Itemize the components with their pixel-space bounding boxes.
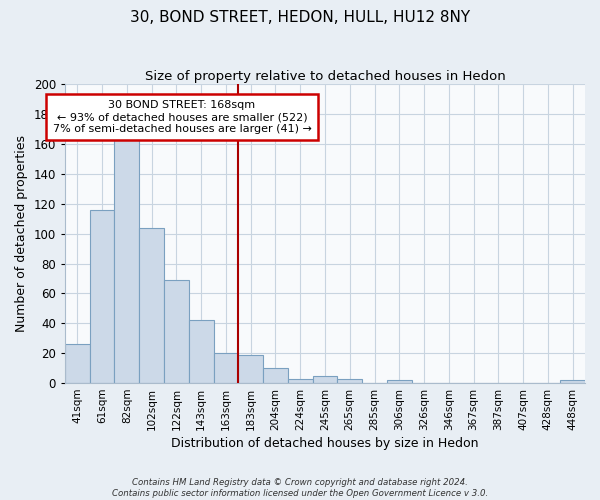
Bar [313,376,337,383]
Bar [387,380,412,383]
Text: 30 BOND STREET: 168sqm
← 93% of detached houses are smaller (522)
7% of semi-det: 30 BOND STREET: 168sqm ← 93% of detached… [53,100,311,134]
Text: 30, BOND STREET, HEDON, HULL, HU12 8NY: 30, BOND STREET, HEDON, HULL, HU12 8NY [130,10,470,25]
Bar [560,380,585,383]
Bar [115,140,139,383]
Y-axis label: Number of detached properties: Number of detached properties [15,135,28,332]
Bar [238,354,263,383]
X-axis label: Distribution of detached houses by size in Hedon: Distribution of detached houses by size … [171,437,479,450]
Bar [139,228,164,383]
Text: Contains HM Land Registry data © Crown copyright and database right 2024.
Contai: Contains HM Land Registry data © Crown c… [112,478,488,498]
Bar [214,353,238,383]
Bar [189,320,214,383]
Title: Size of property relative to detached houses in Hedon: Size of property relative to detached ho… [145,70,505,83]
Bar [65,344,90,383]
Bar [288,378,313,383]
Bar [164,280,189,383]
Bar [90,210,115,383]
Bar [337,378,362,383]
Bar [263,368,288,383]
